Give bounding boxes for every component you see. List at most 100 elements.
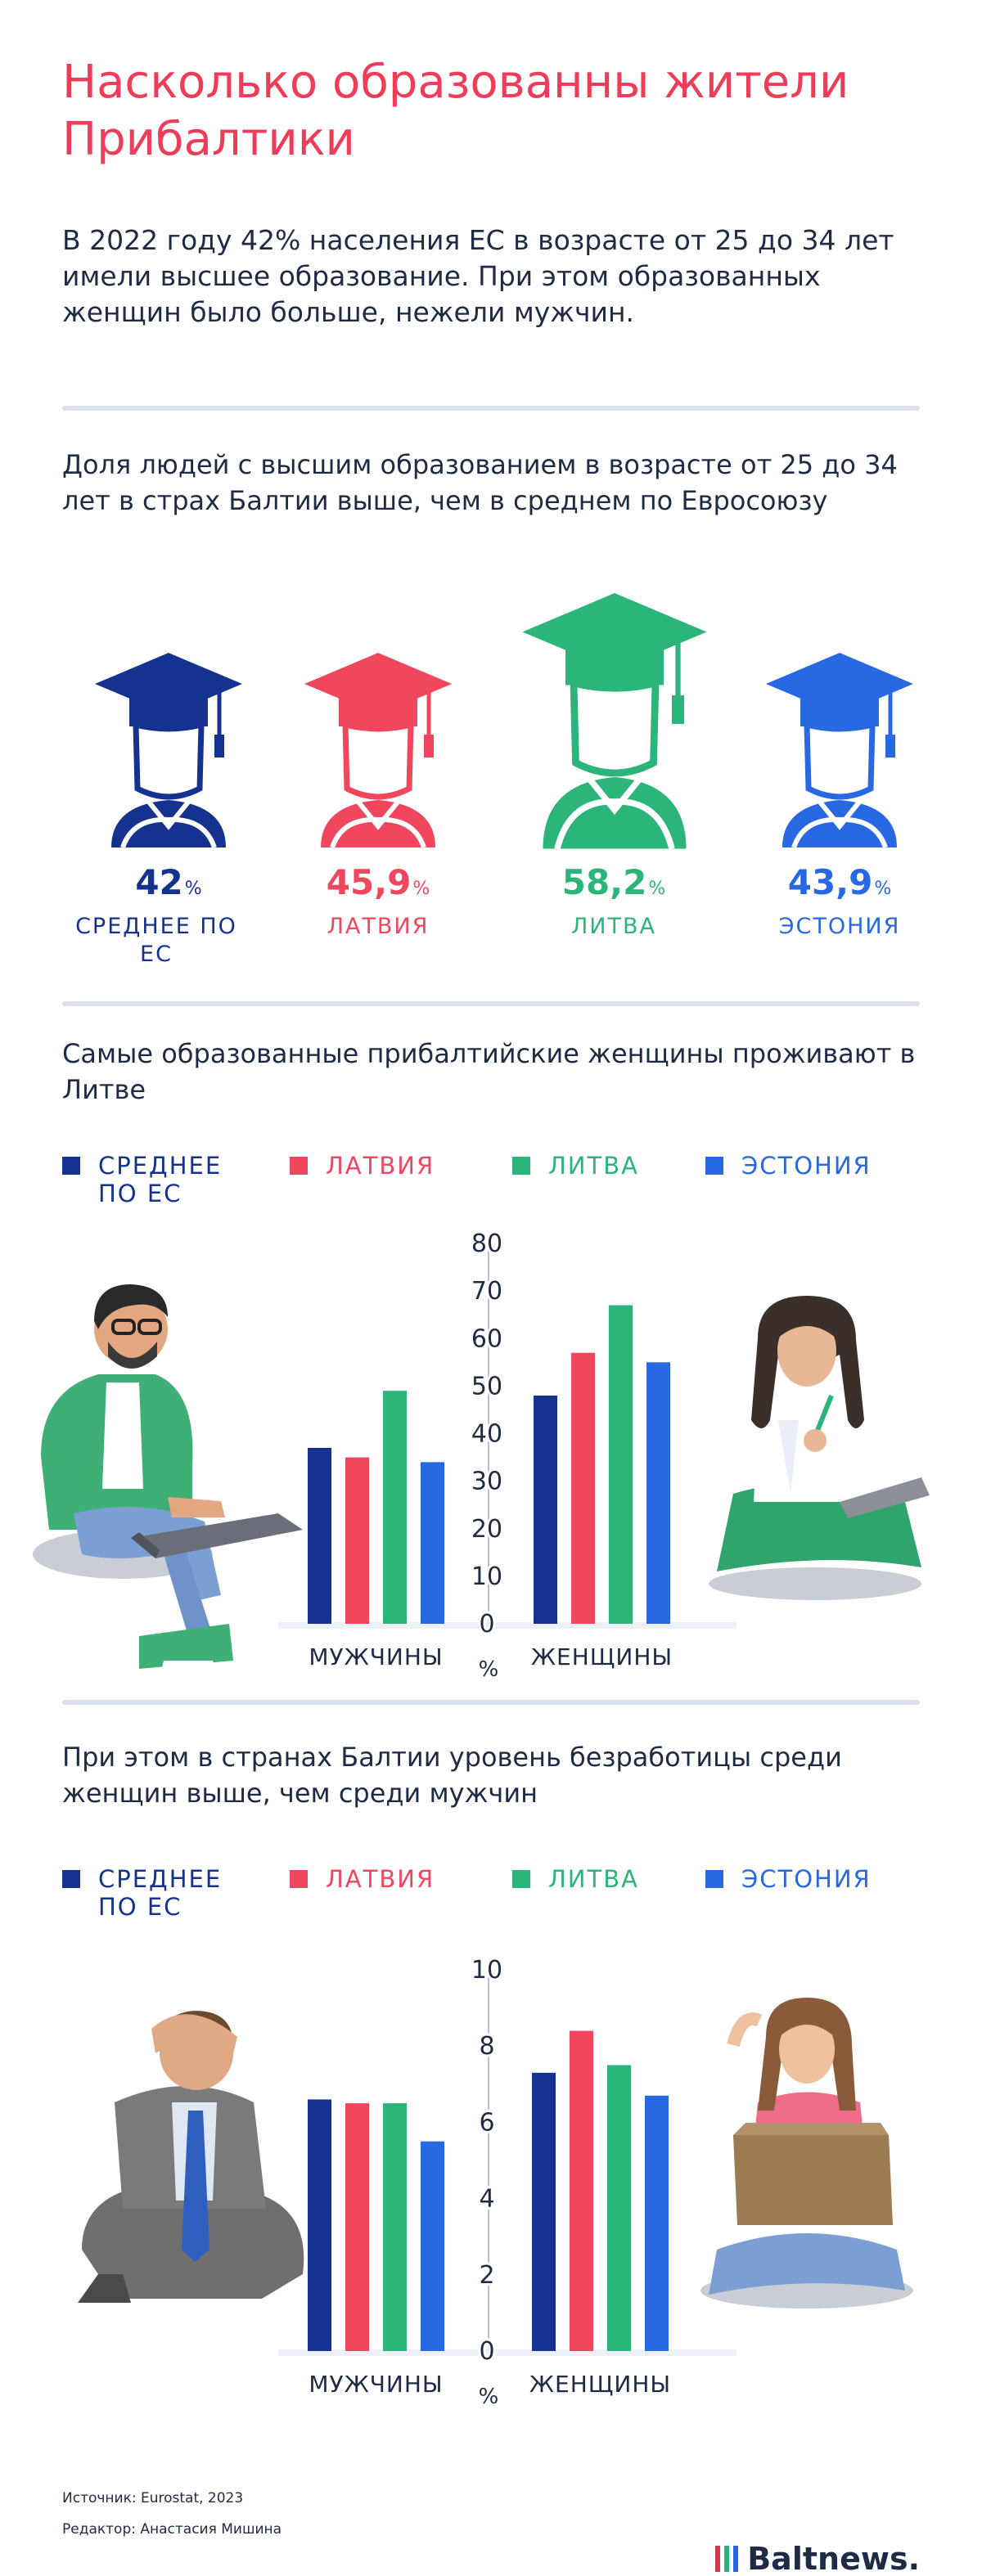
- y-axis-unit: %: [479, 2385, 499, 2409]
- logo-bar: [724, 2546, 730, 2572]
- graduate-eu-icon: [95, 653, 242, 849]
- latvia-label: ЛАТВИЯ: [327, 914, 430, 939]
- estonia-percent: 43,9%: [750, 862, 930, 910]
- graduate-estonia-icon: [766, 653, 913, 849]
- section3-heading: При этом в странах Балтии уровень безраб…: [62, 1742, 842, 1809]
- lithuania-percent-value: 58,2: [561, 862, 647, 902]
- y-tick-label: 0: [479, 2337, 494, 2366]
- education-by-gender-chart: 0 10 20 30 40 50 60 70 80 МУЖЧИНЫ ЖЕНЩИНЫ%: [278, 1227, 736, 1682]
- lithuania-label: ЛИТВА: [571, 914, 656, 939]
- divider: [62, 1001, 920, 1006]
- baltnews-logo: Baltnews.: [715, 2541, 920, 2576]
- bar-men-3: [383, 2103, 407, 2351]
- y-tick-label: 10: [471, 1956, 502, 1985]
- latvia-percent-value: 45,9: [326, 862, 412, 902]
- legend-education: СРЕДНЕЕ ПО ЕС ЛАТВИЯ ЛИТВА ЭСТОНИЯ: [62, 1152, 921, 1217]
- y-tick-label: 8: [479, 2032, 494, 2061]
- legend-item-latvia: ЛАТВИЯ: [290, 1865, 435, 1893]
- eu-percent-unit: %: [184, 879, 202, 899]
- bar-women-4: [646, 1362, 670, 1624]
- legend-item-estonia: ЭСТОНИЯ: [705, 1865, 872, 1893]
- bar-women-4: [645, 2095, 669, 2351]
- legend-label: СРЕДНЕЕ ПО ЕС: [98, 1865, 223, 1921]
- bar-women-1: [534, 1396, 557, 1624]
- legend-swatch: [512, 1157, 530, 1175]
- legend-swatch: [290, 1870, 308, 1888]
- y-tick-label: 30: [471, 1468, 502, 1496]
- legend-unemployment: СРЕДНЕЕ ПО ЕС ЛАТВИЯ ЛИТВА ЭСТОНИЯ: [62, 1865, 921, 1931]
- graduate-latvia-icon: [304, 653, 452, 849]
- estonia-percent-unit: %: [874, 879, 892, 899]
- legend-item-eu: СРЕДНЕЕ ПО ЕС: [62, 1865, 262, 1921]
- y-tick-label: 4: [479, 2185, 494, 2214]
- lithuania-percent-unit: %: [648, 879, 666, 899]
- graduate-lithuania-icon: [522, 593, 707, 850]
- bar-women-3: [607, 2065, 631, 2351]
- x-category-label: ЖЕНЩИНЫ: [529, 2371, 671, 2398]
- source-note: Источник: Eurostat, 2023: [62, 2490, 244, 2506]
- bar-women-2: [571, 1352, 595, 1624]
- eu-label: СРЕДНЕЕ ПО ЕС: [75, 914, 237, 967]
- woman-with-laptop-illustration: [709, 1296, 930, 1600]
- bar-men-3: [383, 1391, 407, 1624]
- eu-percent: 42%: [79, 862, 259, 910]
- bar-men-1: [308, 1447, 331, 1624]
- page-title: Насколько образованны жители Прибалтики: [62, 56, 849, 166]
- logo-bar: [715, 2546, 721, 2572]
- unemployment-by-gender-chart: 0 2 4 6 8 10 МУЖЧИНЫ ЖЕНЩИНЫ%: [278, 1953, 736, 2409]
- section2-heading: Самые образованные прибалтийские женщины…: [62, 1038, 916, 1105]
- y-tick-label: 70: [471, 1277, 502, 1306]
- x-category-label: МУЖЧИНЫ: [309, 1643, 443, 1670]
- y-tick-label: 0: [479, 1610, 494, 1639]
- legend-label: СРЕДНЕЕ ПО ЕС: [98, 1152, 223, 1207]
- latvia-percent: 45,9%: [288, 862, 468, 910]
- eu-percent-value: 42: [135, 862, 183, 902]
- y-tick-label: 50: [471, 1372, 502, 1400]
- bar-men-1: [308, 2099, 331, 2351]
- legend-item-estonia: ЭСТОНИЯ: [705, 1152, 872, 1180]
- legend-item-latvia: ЛАТВИЯ: [290, 1152, 435, 1180]
- bar-women-3: [609, 1305, 633, 1624]
- latvia-percent-unit: %: [412, 879, 430, 899]
- chart-floor: [278, 2349, 736, 2356]
- x-category-label: ЖЕНЩИНЫ: [531, 1643, 673, 1670]
- legend-label: ЛАТВИЯ: [326, 1152, 435, 1180]
- estonia-label: ЭСТОНИЯ: [778, 914, 901, 939]
- divider: [62, 406, 920, 411]
- legend-label: ЛИТВА: [548, 1865, 639, 1893]
- bar-women-2: [570, 2030, 593, 2351]
- legend-swatch: [512, 1870, 530, 1888]
- y-axis-unit: %: [479, 1657, 499, 1682]
- bar-women-1: [532, 2072, 556, 2351]
- section1-heading: Доля людей с высшим образованием в возра…: [62, 449, 898, 516]
- legend-item-lithuania: ЛИТВА: [512, 1865, 639, 1893]
- legend-label: ЛИТВА: [548, 1152, 639, 1180]
- bar-men-4: [421, 1462, 444, 1624]
- estonia-percent-value: 43,9: [787, 862, 873, 902]
- logo-text: Baltnews.: [747, 2541, 920, 2576]
- bar-men-2: [345, 1457, 369, 1624]
- chart-floor: [278, 1622, 736, 1629]
- lithuania-percent: 58,2%: [524, 862, 704, 910]
- y-tick-label: 20: [471, 1515, 502, 1544]
- bar-men-2: [345, 2103, 369, 2351]
- y-tick-label: 6: [479, 2108, 494, 2137]
- y-tick-label: 2: [479, 2261, 494, 2290]
- legend-label: ЭСТОНИЯ: [741, 1865, 872, 1893]
- legend-swatch: [705, 1870, 723, 1888]
- legend-swatch: [290, 1157, 308, 1175]
- editor-note: Редактор: Анастасия Мишина: [62, 2521, 282, 2538]
- stressed-man-illustration: [78, 2011, 304, 2303]
- legend-swatch: [62, 1870, 80, 1888]
- y-tick-label: 60: [471, 1324, 502, 1353]
- legend-swatch: [62, 1157, 80, 1175]
- lead-paragraph: В 2022 году 42% населения ЕС в возрасте …: [62, 224, 894, 328]
- x-category-label: МУЖЧИНЫ: [309, 2371, 443, 2398]
- legend-item-eu: СРЕДНЕЕ ПО ЕС: [62, 1152, 262, 1207]
- legend-item-lithuania: ЛИТВА: [512, 1152, 639, 1180]
- man-with-laptop-illustration: [33, 1284, 303, 1677]
- bar-men-4: [421, 2141, 444, 2351]
- y-tick-label: 40: [471, 1420, 502, 1449]
- legend-label: ЛАТВИЯ: [326, 1865, 435, 1893]
